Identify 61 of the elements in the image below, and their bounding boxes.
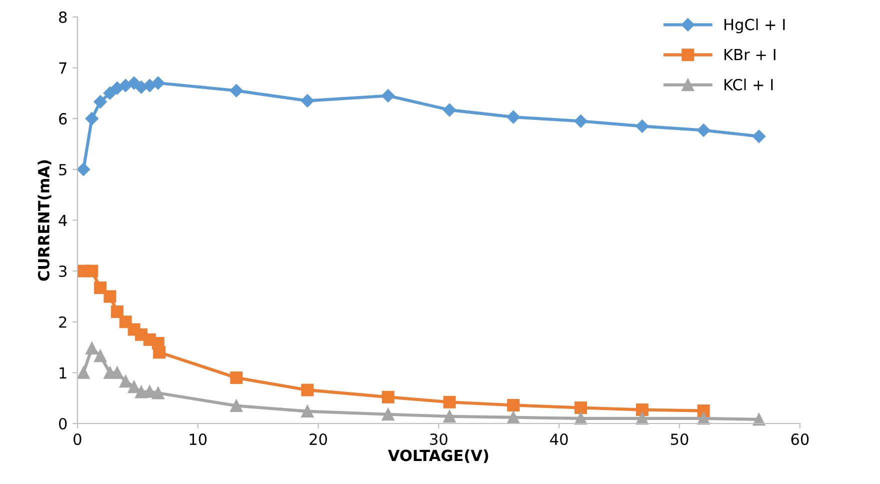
point: [230, 372, 243, 384]
point: [507, 398, 520, 412]
point: [230, 84, 243, 98]
point: [443, 396, 456, 408]
point: [301, 405, 314, 418]
point: [119, 78, 132, 92]
legend-label: KBr + I: [724, 49, 776, 60]
y-tick-label: 5: [59, 164, 66, 176]
point: [230, 399, 243, 412]
y-tick-label: 7: [59, 62, 66, 74]
x-tick-label: 30: [430, 433, 448, 446]
point: [152, 386, 164, 400]
x-tick-label: 10: [190, 433, 207, 446]
x-axis-title: VOLTAGE(V): [388, 449, 488, 464]
x-tick-label: 50: [670, 433, 688, 446]
point: [574, 401, 588, 414]
point: [506, 110, 520, 124]
point: [153, 346, 166, 359]
point: [104, 290, 116, 303]
point: [110, 305, 124, 318]
legend-label: HgCl + I: [724, 18, 785, 34]
y-tick-label: 3: [59, 266, 66, 278]
point: [507, 411, 520, 424]
point: [443, 410, 456, 423]
y-tick-label: 4: [58, 214, 67, 226]
point: [574, 114, 588, 128]
point: [636, 120, 649, 133]
point: [143, 78, 156, 92]
y-tick-label: 6: [59, 113, 67, 125]
y-tick-label: 1: [60, 367, 66, 378]
point: [636, 404, 648, 416]
x-tick-label: 0: [74, 433, 82, 446]
point: [110, 366, 124, 379]
x-tick-label: 20: [310, 433, 327, 446]
point: [110, 82, 124, 95]
point: [94, 95, 107, 108]
point: [103, 86, 117, 100]
y-tick-label: 0: [59, 418, 67, 430]
point: [94, 282, 107, 294]
point: [86, 342, 98, 355]
point: [382, 89, 395, 102]
point: [301, 384, 314, 396]
point: [77, 366, 90, 379]
point: [119, 375, 132, 388]
point: [85, 112, 98, 126]
y-axis-title: CURRENT(mA): [38, 160, 52, 281]
point: [697, 124, 710, 137]
point: [76, 162, 90, 176]
x-tick-label: 60: [791, 433, 809, 446]
point: [752, 130, 766, 143]
point: [442, 103, 456, 117]
x-tick-label: 40: [550, 433, 568, 446]
point: [300, 94, 314, 108]
y-tick-label: 8: [59, 11, 67, 23]
point: [86, 264, 98, 278]
point: [382, 390, 394, 404]
y-tick-label: 2: [59, 316, 66, 328]
legend-label: KCl + I: [724, 78, 773, 90]
point: [382, 408, 394, 421]
point: [152, 76, 165, 90]
point: [94, 350, 107, 362]
